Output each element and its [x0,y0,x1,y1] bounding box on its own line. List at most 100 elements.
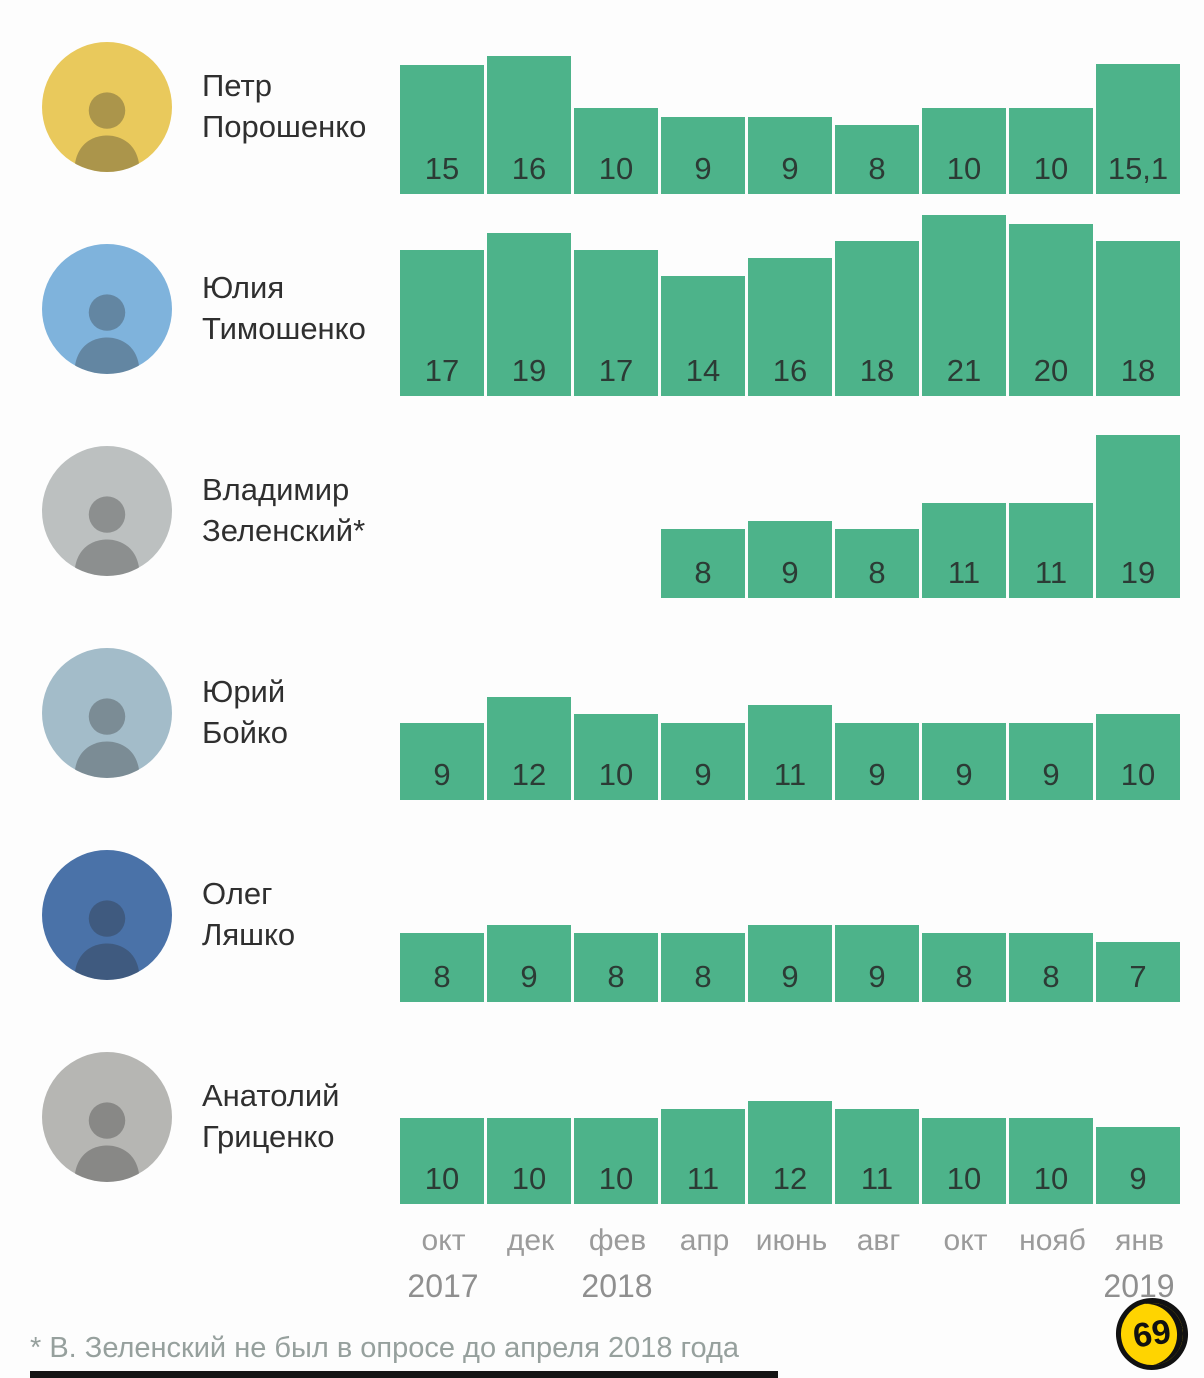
candidate-name: Владимир Зеленский* [202,470,365,552]
bar: 9 [661,117,745,194]
candidate-row: Петр Порошенко 15 16 10 9 9 8 10 10 15,1 [0,6,1204,208]
bar-value-label: 10 [598,151,634,186]
axis-month-label: июнь [755,1224,828,1257]
bar-value-label: 9 [868,959,886,994]
bar: 11 [922,503,1006,598]
bar-value-label: 9 [1042,757,1060,792]
bar-value-label: 11 [1034,555,1068,590]
bar-value-label: 10 [946,151,982,186]
person-silhouette-icon [74,1102,140,1182]
bar-value-label: 9 [520,959,538,994]
bar: 10 [922,108,1006,194]
candidate-name-line: Гриценко [202,1119,335,1154]
candidate-name-line: Владимир [202,472,350,508]
bar-group: 15 16 10 9 9 8 10 10 15,1 [400,56,1180,194]
candidate-row: Анатолий Гриценко 10 10 10 11 12 11 10 10 9 [0,1016,1204,1218]
candidate-info: Владимир Зеленский* [42,410,365,612]
bar: 15,1 [1096,64,1180,194]
person-silhouette-icon [74,900,140,980]
bar-value-label: 9 [1129,1161,1147,1196]
bar-value-label: 19 [511,353,547,388]
bar: 8 [661,529,745,598]
bar-value-label: 20 [1033,353,1069,388]
bar: 20 [1009,224,1093,396]
candidate-row: Юлия Тимошенко 17 19 17 14 16 18 21 20 18 [0,208,1204,410]
candidate-avatar [42,1052,172,1182]
bar-value-label: 10 [598,757,634,792]
bar-value-label: 8 [694,959,712,994]
candidate-info: Олег Ляшко [42,814,295,1016]
bar: 16 [487,56,571,194]
axis-month-label: янв [1115,1224,1164,1257]
bar-value-label: 9 [781,151,799,186]
bar: 14 [661,276,745,396]
candidate-row: Олег Ляшко 8 9 8 8 9 9 8 8 7 [0,814,1204,1016]
bar: 9 [835,925,919,1002]
bar-group: 17 19 17 14 16 18 21 20 18 [400,215,1180,396]
bar-value-label: 8 [694,555,712,590]
candidate-name: Анатолий Гриценко [202,1076,340,1158]
chart-rows: Петр Порошенко 15 16 10 9 9 8 10 10 15,1 Юлия Тимоше… [0,6,1204,1218]
bar: 21 [922,215,1006,396]
bar-value-label: 8 [1042,959,1060,994]
candidate-row: Юрий Бойко 9 12 10 9 11 9 9 9 10 [0,612,1204,814]
bar-value-label: 9 [868,757,886,792]
bar-value-label: 7 [1129,959,1147,994]
bar-value-label: 9 [781,555,799,590]
bar: 17 [400,250,484,396]
bar-value-label: 10 [1120,757,1156,792]
candidate-name: Юрий Бойко [202,672,288,754]
bar: 10 [400,1118,484,1204]
bar: 10 [487,1118,571,1204]
candidate-avatar [42,244,172,374]
bar-group: 8 9 8 11 11 19 [400,435,1180,598]
bar-value-label: 8 [868,555,886,590]
bar: 12 [487,697,571,800]
candidate-info: Юлия Тимошенко [42,208,366,410]
bar: 9 [748,925,832,1002]
bar-value-label: 10 [598,1161,634,1196]
candidate-name-line: Ляшко [202,917,296,952]
candidate-name-line: Анатолий [202,1078,340,1114]
bar: 10 [574,108,658,194]
bar: 8 [1009,933,1093,1002]
bar-group: 10 10 10 11 12 11 10 10 9 [400,1101,1180,1204]
candidate-avatar [42,42,172,172]
person-silhouette-icon [74,92,140,172]
bar: 8 [400,933,484,1002]
bar: 8 [835,529,919,598]
bar-value-label: 11 [860,1161,894,1196]
bar-value-label: 12 [511,757,547,792]
candidate-name: Петр Порошенко [202,66,366,148]
bar-value-label: 10 [946,1161,982,1196]
bar: 8 [661,933,745,1002]
bar: 9 [835,723,919,800]
bar: 10 [574,1118,658,1204]
candidate-name-line: Олег [202,876,273,912]
bar-value-label: 8 [868,151,886,186]
candidate-name-line: Порошенко [202,109,367,144]
bar: 10 [1009,1118,1093,1204]
candidate-avatar [42,648,172,778]
axis-month-label: авг [856,1224,901,1257]
bar: 12 [748,1101,832,1204]
bar: 10 [922,1118,1006,1204]
candidate-info: Юрий Бойко [42,612,288,814]
bar: 9 [487,925,571,1002]
footnote: * В. Зеленский не был в опросе до апреля… [30,1332,740,1364]
cropped-text-line [30,1371,778,1378]
bar-group: 8 9 8 8 9 9 8 8 7 [400,925,1180,1002]
candidate-avatar [42,850,172,980]
bar-value-label: 12 [772,1161,808,1196]
person-silhouette-icon [74,698,140,778]
bar: 11 [748,705,832,800]
person-silhouette-icon [74,294,140,374]
axis-year-label: 2018 [581,1268,653,1304]
bar-value-label: 11 [773,757,807,792]
bar-value-label: 9 [433,757,451,792]
bar: 11 [1009,503,1093,598]
candidate-name-line: Юрий [202,674,286,710]
bar: 9 [661,723,745,800]
bar-value-label: 11 [686,1161,720,1196]
